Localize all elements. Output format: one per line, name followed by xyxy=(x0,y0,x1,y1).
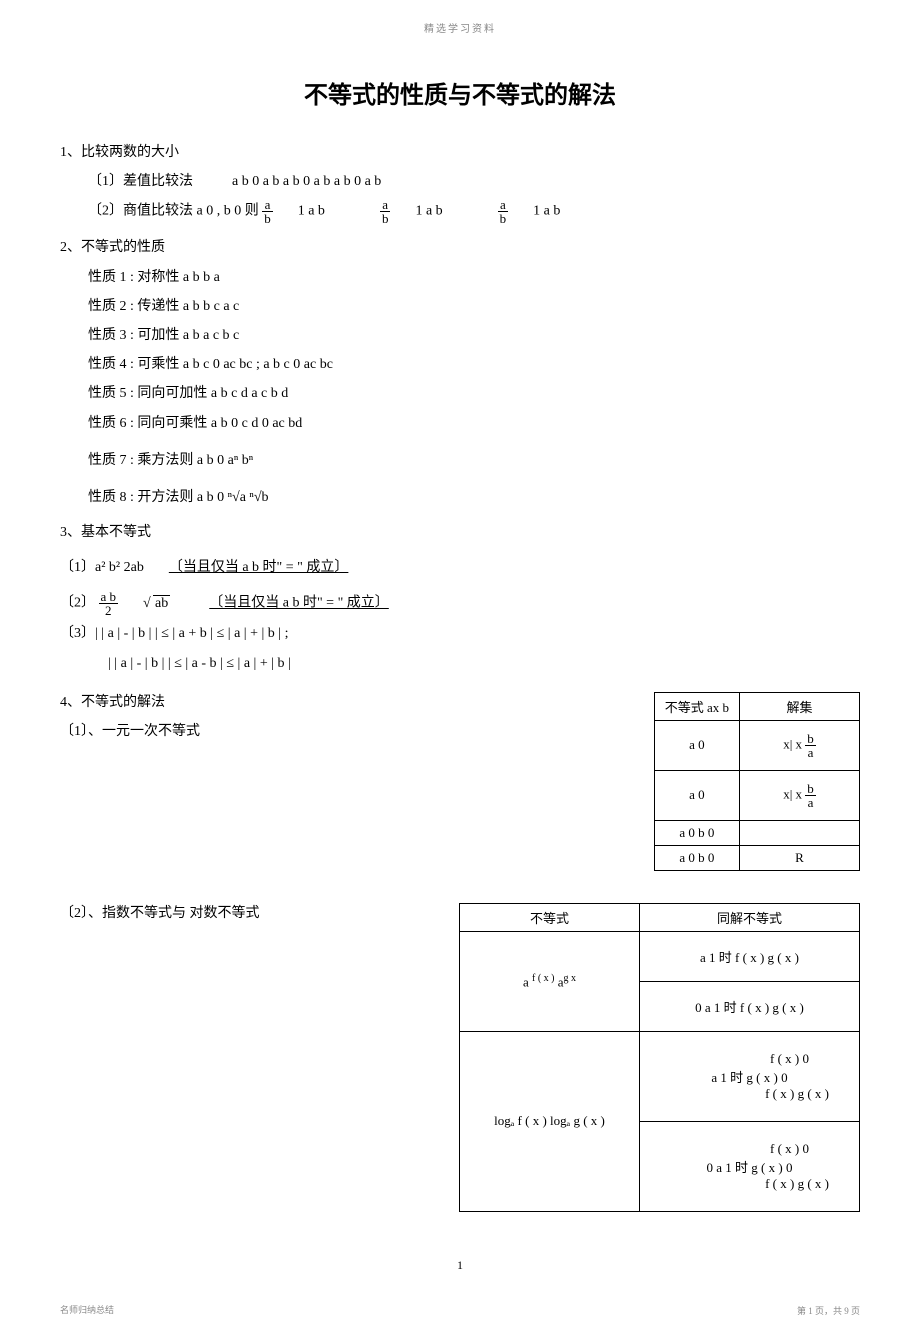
t1-r2c2: x| x ba xyxy=(740,770,860,820)
s3-i2: 〔2〕 a b2 ab 〔当且仅当 a b 时" = " 成立〕 xyxy=(60,590,860,617)
t2-h2: 同解不等式 xyxy=(640,903,860,931)
footer-right: 第 1 页，共 9 页 xyxy=(60,1304,860,1317)
section-3: 3、基本不等式 〔1〕a² b² 2ab 〔当且仅当 a b 时" = " 成立… xyxy=(60,520,860,676)
frac-ab-1: ab xyxy=(262,198,273,225)
t1-r2c1: a 0 xyxy=(654,770,739,820)
frac-ab-half: a b2 xyxy=(99,590,119,617)
s3-i3b: | | a | - | b | | ≤ | a - b | ≤ | a | + … xyxy=(60,651,860,676)
s3-label: 3、基本不等式 xyxy=(60,520,860,545)
s4-sub2: 〔2〕、指数不等式与 对数不等式 xyxy=(60,901,260,926)
t1-r1c1: a 0 xyxy=(654,720,739,770)
table-2: 不等式 同解不等式 a f ( x ) ag x a 1 时 f ( x ) g… xyxy=(459,903,860,1212)
s2-p5: 性质 5 : 同向可加性 a b c d a c b d xyxy=(60,381,860,406)
t1-r3c1: a 0 b 0 xyxy=(654,820,739,845)
s1-label: 1、比较两数的大小 xyxy=(60,140,860,165)
section-4-row2: 〔2〕、指数不等式与 对数不等式 不等式 同解不等式 a f ( x ) ag … xyxy=(60,897,860,1218)
s2-p8: 性质 8 : 开方法则 a b 0 ⁿ√a ⁿ√b xyxy=(60,485,860,510)
t2-r2-left: logₐ f ( x ) logₐ g ( x ) xyxy=(460,1031,640,1211)
s2-p4: 性质 4 : 可乘性 a b c 0 ac bc ; a b c 0 ac bc xyxy=(60,352,860,377)
s2-p3: 性质 3 : 可加性 a b a c b c xyxy=(60,323,860,348)
s3-i1: 〔1〕a² b² 2ab 〔当且仅当 a b 时" = " 成立〕 xyxy=(60,555,860,580)
section-4-row: 4、不等式的解法 〔1〕、一元一次不等式 不等式 ax b 解集 a 0 x| … xyxy=(60,686,860,877)
frac-ab-3: ab xyxy=(498,198,509,225)
section-1: 1、比较两数的大小 〔1〕差值比较法 a b 0 a b a b 0 a b a… xyxy=(60,140,860,225)
t2-r1-left: a f ( x ) ag x xyxy=(460,931,640,1031)
t1-h1: 不等式 ax b xyxy=(654,692,739,720)
t2-r2-rb: f ( x ) 0 0 a 1 时 g ( x ) 0 f ( x ) g ( … xyxy=(640,1121,860,1211)
t2-r1-ra: a 1 时 f ( x ) g ( x ) xyxy=(640,931,860,981)
t2-r1-rb: 0 a 1 时 f ( x ) g ( x ) xyxy=(640,981,860,1031)
s1-quot: 〔2〕商值比较法 a 0 , b 0 则 ab 1 a b ab 1 a b a… xyxy=(60,198,860,225)
s2-p7: 性质 7 : 乘方法则 a b 0 aⁿ bⁿ xyxy=(60,448,860,473)
t1-r1c2: x| x ba xyxy=(740,720,860,770)
t2-h1: 不等式 xyxy=(460,903,640,931)
s4-label: 4、不等式的解法 xyxy=(60,690,200,715)
frac-ab-2: ab xyxy=(380,198,391,225)
s2-label: 2、不等式的性质 xyxy=(60,235,860,260)
s4-sub1: 〔1〕、一元一次不等式 xyxy=(60,719,200,744)
header-small-text: 精选学习资料 xyxy=(60,20,860,35)
t2-r2-ra: f ( x ) 0 a 1 时 g ( x ) 0 f ( x ) g ( x … xyxy=(640,1031,860,1121)
t1-r4c1: a 0 b 0 xyxy=(654,845,739,870)
table-1: 不等式 ax b 解集 a 0 x| x ba a 0 x| x ba a 0 … xyxy=(654,692,860,871)
s2-p1: 性质 1 : 对称性 a b b a xyxy=(60,265,860,290)
s2-p2: 性质 2 : 传递性 a b b c a c xyxy=(60,294,860,319)
t1-r3c2 xyxy=(740,820,860,845)
section-2: 2、不等式的性质 性质 1 : 对称性 a b b a 性质 2 : 传递性 a… xyxy=(60,235,860,510)
s3-i3: 〔3〕| | a | - | b | | ≤ | a + b | ≤ | a |… xyxy=(60,621,860,646)
page-title: 不等式的性质与不等式的解法 xyxy=(60,75,860,110)
page-number: 1 xyxy=(60,1258,860,1273)
s1-diff: 〔1〕差值比较法 a b 0 a b a b 0 a b a b 0 a b xyxy=(60,169,860,194)
t1-h2: 解集 xyxy=(740,692,860,720)
s2-p6: 性质 6 : 同向可乘性 a b 0 c d 0 ac bd xyxy=(60,411,860,436)
sqrt-ab: ab xyxy=(143,591,170,616)
t1-r4c2: R xyxy=(740,845,860,870)
